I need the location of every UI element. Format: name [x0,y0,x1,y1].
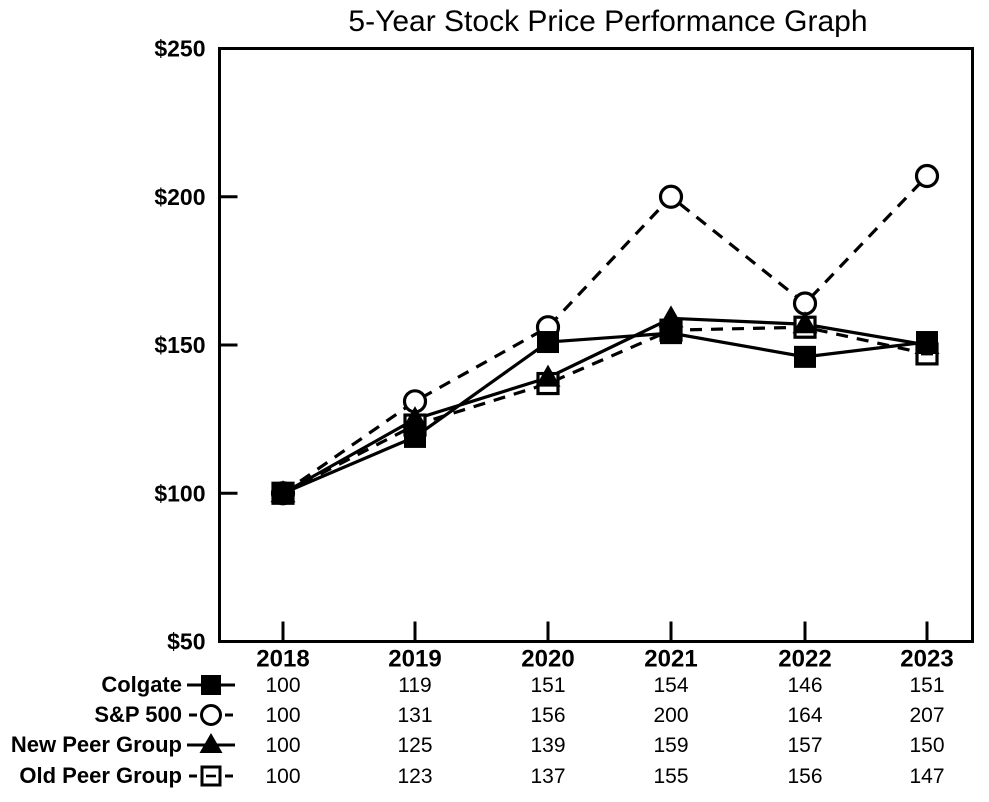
y-axis-ticks [219,195,238,495]
series-line-s-p-500 [282,174,929,495]
legend-value-old-peer-group-2019: 123 [397,765,432,788]
legend-value-colgate-2023: 151 [909,674,944,697]
legend-marker-filled-triangle [187,733,235,753]
marker-new-peer-group-2019 [402,406,428,429]
legend-value-colgate-2022: 146 [787,674,822,697]
marker-s-p-500-2021 [658,184,684,209]
legend-value-new-peer-group-2020: 139 [530,734,565,757]
legend-value-new-peer-group-2018: 100 [265,734,300,757]
legend-row-colgate: Colgate 100 119 151 154 146 151 [101,672,944,697]
legend-label-s-p-500: S&P 500 [94,702,182,727]
y-axis-tick-label: $250 [154,36,205,62]
x-axis-tick-label: 2018 [256,646,309,673]
marker-colgate-2018 [272,482,294,505]
marker-colgate-2022 [794,345,816,368]
legend-marker-open-circle [189,704,233,726]
legend-value-new-peer-group-2022: 157 [787,734,822,757]
legend-value-s-p-500-2021: 200 [653,704,688,727]
legend-value-colgate-2021: 154 [653,674,688,697]
x-axis-tick-label: 2020 [521,646,574,673]
x-axis-ticks [281,621,929,642]
legend-value-old-peer-group-2023: 147 [909,765,944,788]
marker-colgate-2019 [404,425,426,448]
legend-value-new-peer-group-2019: 125 [397,734,432,757]
legend-label-old-peer-group: Old Peer Group [19,763,182,788]
legend-table: Colgate 100 119 151 154 146 151 S&P 500 100 131 15… [11,672,945,788]
legend-row-new-peer-group: New Peer Group 100 125 139 159 157 150 [11,732,945,757]
marker-new-peer-group-2022 [792,311,818,334]
x-axis-tick-label: 2021 [644,646,697,673]
y-axis-tick-label: $50 [167,629,205,655]
marker-colgate-2021 [660,322,682,345]
marker-s-p-500-2023 [914,163,940,189]
legend-value-old-peer-group-2020: 137 [530,765,565,788]
legend-label-new-peer-group: New Peer Group [11,732,182,757]
x-axis-tick-label: 2019 [388,646,441,673]
page-title: 5-Year Stock Price Performance Graph [348,5,867,38]
marker-new-peer-group-2021 [658,305,684,328]
marker-colgate-2023 [916,331,938,354]
legend-value-colgate-2020: 151 [530,674,565,697]
series-line-old-peer-group [282,325,928,495]
marker-colgate-2020 [537,331,559,354]
legend-marker-open-square [189,765,233,787]
series-line-new-peer-group [282,316,928,495]
legend-row-old-peer-group: Old Peer Group 100 123 137 155 156 147 [19,763,944,788]
legend-value-colgate-2018: 100 [265,674,300,697]
series-lines [282,174,929,495]
y-axis-tick-label: $100 [154,480,205,506]
legend-marker-filled-square [187,675,235,695]
x-axis-tick-label: 2023 [900,646,953,673]
legend-value-new-peer-group-2021: 159 [653,734,688,757]
legend-value-old-peer-group-2022: 156 [787,765,822,788]
legend-label-colgate: Colgate [101,672,182,697]
legend-value-s-p-500-2023: 207 [909,704,944,727]
legend-row-s-p-500: S&P 500 100 131 156 200 164 207 [94,702,944,727]
series-line-colgate [282,331,928,495]
x-axis-labels: 2018 2019 2020 2021 2022 2023 [256,646,953,673]
legend-value-s-p-500-2022: 164 [787,704,822,727]
y-axis-labels: $50 $100 $150 $200 $250 [154,36,205,655]
legend-value-s-p-500-2019: 131 [397,704,432,727]
x-axis-tick-label: 2022 [778,646,831,673]
legend-value-old-peer-group-2021: 155 [653,765,688,788]
series-markers [270,163,940,506]
legend-value-new-peer-group-2023: 150 [909,734,944,757]
y-axis-tick-label: $150 [154,332,205,358]
marker-s-p-500-2022 [792,291,818,316]
legend-value-old-peer-group-2018: 100 [265,765,300,788]
y-axis-tick-label: $200 [154,184,205,210]
legend-value-s-p-500-2020: 156 [530,704,565,727]
legend-value-s-p-500-2018: 100 [265,704,300,727]
marker-new-peer-group-2020 [535,364,561,387]
legend-value-colgate-2019: 119 [398,674,431,697]
